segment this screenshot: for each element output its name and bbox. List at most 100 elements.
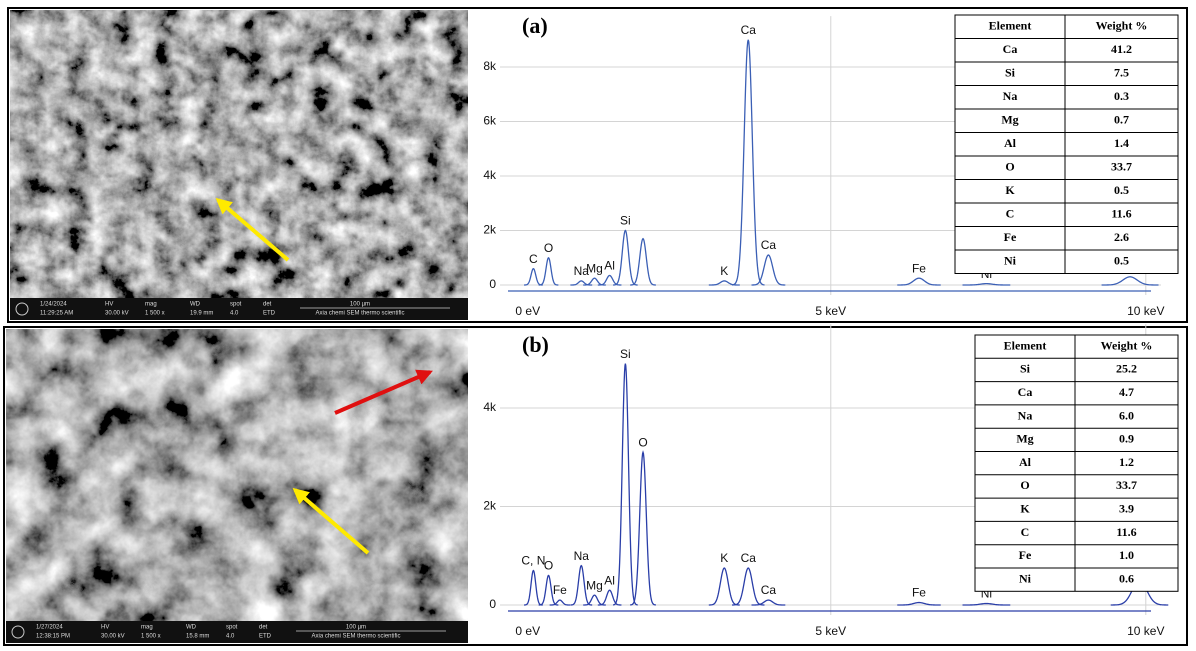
peak-label: Ca <box>741 551 757 565</box>
sem-info-label: det <box>263 302 272 308</box>
table-cell: 0.9 <box>1119 432 1134 446</box>
sem-info-bar <box>10 298 468 320</box>
table-cell: Ni <box>1004 254 1017 268</box>
table-cell: K <box>1005 183 1015 197</box>
table-header: Element <box>1004 338 1047 352</box>
peak-label: Ca <box>741 23 757 37</box>
y-tick-label: 8k <box>483 59 497 73</box>
sem-info-value: 1 500 x <box>145 311 165 317</box>
table-header: Weight % <box>1101 338 1153 352</box>
peak-label: Mg <box>586 261 603 275</box>
sem-info-label: spot <box>230 302 242 308</box>
table-cell: O <box>1005 160 1014 174</box>
sem-info-label: 100 µm <box>350 302 370 308</box>
sem-info-value: Axia chemi SEM thermo scientific <box>315 311 404 317</box>
peak-label: Al <box>604 259 615 273</box>
table-cell: 0.5 <box>1114 183 1129 197</box>
table-cell: 1.4 <box>1114 136 1129 150</box>
peak-label: C, N <box>521 554 545 568</box>
x-tick-label: 10 keV <box>1127 624 1164 638</box>
arrow <box>215 197 290 262</box>
peak-label: C <box>529 252 538 266</box>
table-cell: Fe <box>1004 230 1017 244</box>
sem-info-value: 11:29:25 AM <box>40 311 73 317</box>
table-header: Weight % <box>1096 19 1148 33</box>
sem-info-label: WD <box>186 625 197 631</box>
table-cell: C <box>1006 207 1015 221</box>
y-tick-label: 2k <box>483 223 497 237</box>
table-cell: 33.7 <box>1111 160 1132 174</box>
table-border <box>974 334 1179 592</box>
sem-info-value: 4.0 <box>226 634 235 640</box>
sem-image <box>10 10 468 298</box>
table-cell: Al <box>1004 136 1017 150</box>
spectrum-peak <box>731 39 765 286</box>
sem-info-value: Axia chemi SEM thermo scientific <box>311 634 400 640</box>
y-tick-label: 0 <box>489 277 496 291</box>
table-cell: 0.3 <box>1114 89 1129 103</box>
spectrum-peak <box>538 256 559 286</box>
spectrum-peak <box>751 254 786 286</box>
sem-info-label: 100 µm <box>346 625 366 631</box>
spectrum-peak <box>630 450 656 606</box>
table-cell: Ca <box>1018 385 1033 399</box>
peak-label: Fe <box>553 583 567 597</box>
arrow <box>292 487 370 555</box>
sem-info-label: spot <box>226 625 238 631</box>
peak-label: Al <box>604 573 615 587</box>
spectrum-peak <box>630 237 656 286</box>
y-tick-label: 0 <box>489 597 496 611</box>
y-tick-label: 4k <box>483 168 497 182</box>
sem-info-label: mag <box>145 302 157 308</box>
peak-label: Mg <box>586 578 603 592</box>
x-tick-label: 0 eV <box>515 624 540 638</box>
y-tick-label: 4k <box>483 400 497 414</box>
table-cell: Ca <box>1003 42 1018 56</box>
sem-info-label: HV <box>101 625 109 631</box>
spectrum-peak <box>708 567 740 606</box>
sem-info-value: 30.00 kV <box>101 634 125 640</box>
peak-label: O <box>544 559 553 573</box>
table-cell: 7.5 <box>1114 66 1129 80</box>
peak-label: O <box>638 435 647 449</box>
spectrum-peak <box>751 599 786 606</box>
peak-label: Ca <box>761 583 777 597</box>
table-cell: 11.6 <box>1116 525 1136 539</box>
spectrum-peak <box>962 602 1011 606</box>
spectrum-peak <box>612 363 638 606</box>
table-cell: Si <box>1005 66 1016 80</box>
sem-info-value: 30.00 kV <box>105 311 129 317</box>
peak-label: Na <box>574 264 590 278</box>
y-tick-label: 2k <box>483 499 497 513</box>
table-cell: 6.0 <box>1119 408 1134 422</box>
table-cell: 0.5 <box>1114 254 1129 268</box>
table-cell: 25.2 <box>1116 362 1137 376</box>
sem-info-label: det <box>259 625 268 631</box>
peak-label: Si <box>620 347 631 361</box>
table-cell: 4.7 <box>1119 385 1134 399</box>
peak-label: Ca <box>761 238 777 252</box>
spectrum-peak <box>613 229 638 286</box>
arrow <box>334 369 433 415</box>
table-cell: Na <box>1018 408 1033 422</box>
peak-label: O <box>544 241 553 255</box>
table-cell: 0.7 <box>1114 113 1129 127</box>
peak-label: K <box>720 264 728 278</box>
spectrum-peak <box>897 277 941 286</box>
table-cell: 41.2 <box>1111 42 1132 56</box>
table-cell: Fe <box>1019 548 1032 562</box>
spectrum-peak <box>962 282 1011 286</box>
spectrum-peak <box>708 280 740 286</box>
peak-label: Fe <box>912 261 926 275</box>
sem-logo <box>15 302 29 316</box>
peak-label: K <box>720 551 728 565</box>
spectrum-peak <box>523 569 543 606</box>
sem-info-label: 1/24/2024 <box>40 302 67 308</box>
table-cell: C <box>1021 525 1030 539</box>
sem-info-value: 19.9 mm <box>190 311 213 317</box>
panel-label: (a) <box>522 13 548 38</box>
sem-info-bar <box>6 621 468 643</box>
table-cell: 3.9 <box>1119 502 1134 516</box>
peak-label: Si <box>620 214 631 228</box>
